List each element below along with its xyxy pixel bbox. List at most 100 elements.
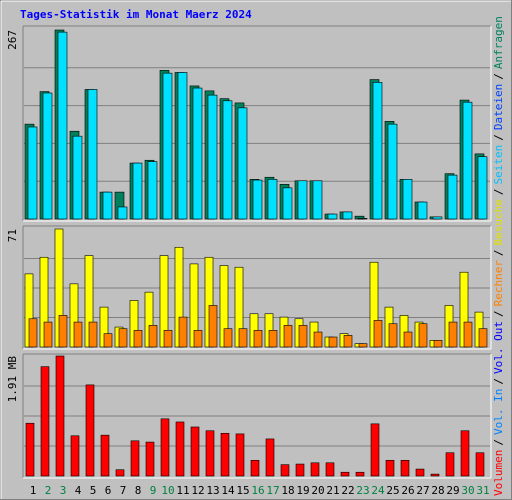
x-tick-label: 8 — [135, 484, 142, 497]
bar — [358, 343, 368, 348]
bar — [403, 331, 413, 348]
bar — [343, 335, 353, 348]
legend-separator: / — [492, 134, 505, 141]
bar — [85, 384, 95, 477]
x-tick-label: 28 — [431, 484, 444, 497]
bar — [402, 179, 413, 220]
legend-separator: / — [492, 439, 505, 446]
y-tick-label: 71 — [6, 229, 19, 242]
bar — [178, 316, 188, 348]
bar — [145, 441, 155, 477]
legend-separator: / — [492, 188, 505, 195]
legend-separator: / — [492, 310, 505, 317]
bar — [432, 216, 443, 220]
bar — [73, 321, 83, 348]
bar — [372, 82, 383, 220]
x-tick-label: 12 — [191, 484, 204, 497]
bar — [43, 321, 53, 348]
bar — [385, 459, 395, 477]
bar — [132, 162, 143, 220]
bar — [342, 211, 353, 220]
bar — [417, 201, 428, 220]
legend-item: Anfragen — [492, 16, 505, 69]
x-tick-label: 19 — [296, 484, 309, 497]
bar — [117, 206, 128, 220]
x-tick-label: 13 — [206, 484, 219, 497]
x-tick-label: 24 — [371, 484, 385, 497]
bar — [447, 174, 458, 220]
bar — [208, 305, 218, 348]
x-tick-label: 29 — [446, 484, 459, 497]
bar — [223, 328, 233, 348]
bar — [340, 471, 350, 477]
bar — [130, 440, 140, 477]
bar — [280, 464, 290, 477]
bar — [295, 463, 305, 477]
legend-separator: / — [492, 378, 505, 385]
bar — [220, 432, 230, 477]
x-tick-label: 18 — [281, 484, 294, 497]
legend-item: Vol. Out — [492, 321, 505, 374]
bar — [475, 452, 485, 477]
bar — [462, 101, 473, 220]
x-tick-label: 3 — [60, 484, 67, 497]
x-tick-label: 27 — [416, 484, 429, 497]
bar — [193, 330, 203, 348]
bar — [148, 325, 158, 348]
bar — [100, 434, 110, 477]
bar — [133, 330, 143, 348]
bar — [235, 433, 245, 477]
bar — [207, 94, 218, 220]
bar — [400, 459, 410, 477]
bar — [162, 72, 173, 220]
legend-item: Dateien — [492, 84, 505, 130]
bar — [310, 462, 320, 477]
bar — [477, 156, 488, 220]
x-tick-label: 14 — [221, 484, 235, 497]
bar — [357, 217, 368, 220]
bar — [115, 469, 125, 477]
x-tick-label: 20 — [311, 484, 324, 497]
bar — [370, 423, 380, 477]
legend-item: Besuche — [492, 199, 505, 245]
bar — [313, 331, 323, 348]
x-tick-label: 9 — [150, 484, 157, 497]
bar — [252, 179, 263, 220]
x-tick-label: 16 — [251, 484, 264, 497]
bar — [312, 180, 323, 220]
bar — [460, 430, 470, 477]
bar — [387, 123, 398, 220]
bar — [27, 126, 38, 220]
bar — [102, 191, 113, 220]
bar — [373, 320, 383, 348]
bar — [325, 462, 335, 477]
bar — [415, 468, 425, 477]
bar — [433, 340, 443, 348]
x-tick-label: 31 — [476, 484, 489, 497]
x-tick-label: 11 — [176, 484, 189, 497]
legend-separator: / — [492, 249, 505, 256]
bar — [175, 421, 185, 477]
chart-title: Tages-Statistik im Monat Maerz 2024 — [20, 8, 252, 21]
legend-item: Rechner — [492, 260, 505, 307]
bar — [250, 459, 260, 477]
bar — [177, 72, 188, 220]
y-tick-label: 1.91 MB — [6, 356, 19, 403]
legend-item: Vol. In — [492, 389, 505, 435]
x-tick-label: 6 — [105, 484, 112, 497]
bar — [222, 100, 233, 220]
x-tick-label: 4 — [75, 484, 82, 497]
bar — [445, 452, 455, 477]
bar — [297, 180, 308, 220]
legend-separator: / — [492, 73, 505, 80]
bar — [42, 92, 53, 220]
bar — [55, 355, 65, 477]
bar — [163, 330, 173, 348]
x-tick-label: 5 — [90, 484, 97, 497]
x-tick-label: 23 — [356, 484, 369, 497]
x-tick-label: 15 — [236, 484, 249, 497]
x-tick-label: 25 — [386, 484, 399, 497]
x-tick-label: 1 — [30, 484, 37, 497]
bar — [478, 328, 488, 348]
